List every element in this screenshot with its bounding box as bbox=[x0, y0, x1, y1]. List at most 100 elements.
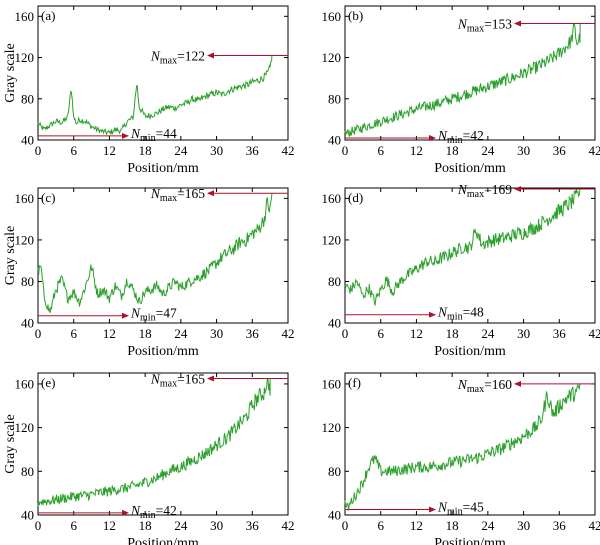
panel-b: 0 6 12 18 24 30 36 42 40 80 120 160 Position/mm (b) Nm… bbox=[322, 5, 600, 176]
x-tick-label: 18 bbox=[446, 326, 459, 341]
x-tick-label: 30 bbox=[210, 518, 223, 533]
y-tick-label: 120 bbox=[322, 50, 342, 65]
x-tick-label: 0 bbox=[35, 143, 42, 158]
y-tick-label: 120 bbox=[15, 420, 35, 435]
x-tick-label: 30 bbox=[517, 143, 530, 158]
y-axis-title: Gray scale bbox=[3, 414, 18, 473]
x-tick-label: 6 bbox=[70, 518, 77, 533]
nmin-annotation: Nmin=42 bbox=[437, 128, 484, 146]
x-tick-label: 18 bbox=[139, 326, 152, 341]
x-tick-label: 24 bbox=[174, 143, 188, 158]
panel-label: (a) bbox=[41, 8, 55, 23]
y-tick-label: 160 bbox=[322, 9, 342, 24]
y-tick-label: 120 bbox=[322, 420, 342, 435]
x-tick-label: 30 bbox=[210, 326, 223, 341]
x-tick-label: 30 bbox=[517, 326, 530, 341]
plot-frame bbox=[37, 5, 289, 141]
panel-c: 0 6 12 18 24 30 36 42 40 80 120 160 Position/mm Gray … bbox=[3, 186, 295, 359]
y-tick-label: 160 bbox=[322, 376, 342, 391]
y-tick-label: 40 bbox=[21, 508, 34, 523]
x-tick-label: 24 bbox=[481, 143, 495, 158]
y-tick-label: 40 bbox=[328, 133, 341, 148]
x-axis-title: Position/mm bbox=[127, 344, 199, 359]
plot-frame bbox=[344, 5, 596, 141]
y-tick-label: 160 bbox=[15, 9, 35, 24]
x-tick-label: 42 bbox=[282, 518, 295, 533]
x-tick-label: 42 bbox=[589, 518, 600, 533]
series-line bbox=[37, 378, 271, 506]
panel-label: (b) bbox=[348, 8, 363, 23]
x-tick-label: 36 bbox=[553, 143, 567, 158]
x-tick-label: 6 bbox=[377, 326, 384, 341]
x-tick-label: 0 bbox=[35, 326, 42, 341]
plot-frame bbox=[344, 187, 596, 324]
x-tick-label: 6 bbox=[70, 143, 77, 158]
y-tick-label: 80 bbox=[328, 91, 341, 106]
x-axis-title: Position/mm bbox=[434, 344, 506, 359]
nmin-annotation: Nmin=42 bbox=[130, 503, 177, 521]
x-tick-label: 36 bbox=[553, 518, 567, 533]
y-tick-label: 80 bbox=[21, 464, 34, 479]
x-tick-label: 24 bbox=[174, 518, 188, 533]
nmax-annotation: Nmax=153 bbox=[457, 17, 512, 35]
nmax-annotation: Nmax=165 bbox=[150, 186, 205, 204]
x-tick-label: 18 bbox=[139, 518, 152, 533]
x-tick-label: 42 bbox=[282, 326, 295, 341]
x-tick-label: 18 bbox=[446, 143, 459, 158]
panel-label: (e) bbox=[41, 375, 55, 390]
y-tick-label: 40 bbox=[328, 316, 341, 331]
y-tick-label: 160 bbox=[15, 191, 35, 206]
x-tick-label: 18 bbox=[139, 143, 152, 158]
nmax-annotation: Nmax=169 bbox=[457, 182, 512, 200]
plot-frame bbox=[37, 187, 289, 324]
x-tick-label: 0 bbox=[342, 143, 349, 158]
nmin-annotation: Nmin=47 bbox=[130, 306, 177, 324]
x-tick-label: 12 bbox=[103, 518, 116, 533]
x-tick-label: 42 bbox=[589, 326, 600, 341]
y-tick-label: 80 bbox=[328, 464, 341, 479]
series-line bbox=[344, 188, 581, 306]
x-tick-label: 12 bbox=[410, 326, 423, 341]
nmax-annotation: Nmax=122 bbox=[150, 48, 205, 66]
x-tick-label: 36 bbox=[246, 326, 260, 341]
x-tick-label: 24 bbox=[481, 326, 495, 341]
x-tick-label: 12 bbox=[410, 143, 423, 158]
plot-frame bbox=[344, 372, 596, 516]
panel-d: 0 6 12 18 24 30 36 42 40 80 120 160 Position/mm (d) Nm… bbox=[322, 182, 600, 359]
y-axis-title: Gray scale bbox=[3, 226, 18, 285]
x-tick-label: 12 bbox=[103, 326, 116, 341]
x-axis-title: Position/mm bbox=[127, 536, 199, 545]
x-tick-label: 6 bbox=[377, 518, 384, 533]
panel-e: 0 6 12 18 24 30 36 42 40 80 120 160 Position/mm Gray … bbox=[3, 371, 295, 545]
y-tick-label: 160 bbox=[15, 376, 35, 391]
x-tick-label: 36 bbox=[246, 143, 260, 158]
y-axis-title: Gray scale bbox=[3, 43, 18, 102]
y-tick-label: 80 bbox=[21, 91, 34, 106]
y-tick-label: 40 bbox=[328, 508, 341, 523]
panel-label: (c) bbox=[41, 190, 55, 205]
y-tick-label: 80 bbox=[21, 274, 34, 289]
panel-label: (d) bbox=[348, 190, 363, 205]
x-tick-label: 24 bbox=[481, 518, 495, 533]
x-tick-label: 12 bbox=[410, 518, 423, 533]
x-tick-label: 6 bbox=[377, 143, 384, 158]
y-tick-label: 40 bbox=[21, 316, 34, 331]
x-tick-label: 18 bbox=[446, 518, 459, 533]
x-axis-title: Position/mm bbox=[434, 161, 506, 176]
x-tick-label: 30 bbox=[517, 518, 530, 533]
x-tick-label: 42 bbox=[282, 143, 295, 158]
series-line bbox=[344, 23, 581, 137]
x-tick-label: 0 bbox=[342, 326, 349, 341]
x-tick-label: 42 bbox=[589, 143, 600, 158]
x-axis-title: Position/mm bbox=[127, 161, 199, 176]
nmin-annotation: Nmin=45 bbox=[437, 500, 484, 518]
x-tick-label: 30 bbox=[210, 143, 223, 158]
x-tick-label: 36 bbox=[246, 518, 260, 533]
series-line bbox=[37, 193, 273, 313]
plot-frame bbox=[37, 372, 289, 516]
nmin-annotation: Nmin=44 bbox=[130, 126, 177, 144]
nmax-annotation: Nmax=160 bbox=[457, 377, 512, 395]
x-axis-title: Position/mm bbox=[434, 536, 506, 545]
series-line bbox=[344, 383, 581, 511]
